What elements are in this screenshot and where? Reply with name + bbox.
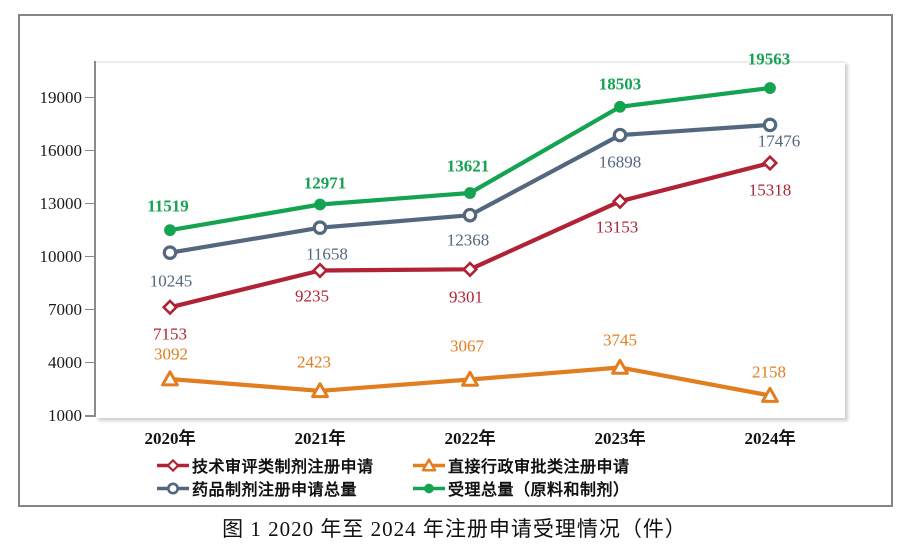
y-tick-mark bbox=[85, 415, 94, 417]
data-label: 15318 bbox=[748, 180, 792, 200]
y-tick-mark bbox=[85, 308, 94, 311]
data-label: 17476 bbox=[757, 131, 801, 151]
x-axis-label: 2024年 bbox=[744, 429, 796, 448]
legend-item: 技术审评类制剂注册申请 bbox=[156, 458, 412, 477]
series-受理总量（原料和制剂） bbox=[164, 82, 776, 237]
data-label: 7153 bbox=[153, 324, 187, 344]
data-label: 13621 bbox=[446, 156, 490, 176]
data-label: 19563 bbox=[747, 49, 791, 69]
legend-label: 技术审评类制剂注册申请 bbox=[192, 459, 374, 476]
legend-item: 受理总量（原料和制剂） bbox=[412, 481, 630, 500]
y-tick-mark bbox=[85, 255, 94, 258]
series-技术审评类制剂注册申请 bbox=[161, 154, 779, 316]
plot-area bbox=[95, 61, 845, 418]
y-tick-label: 16000 bbox=[39, 140, 83, 160]
y-tick-label: 7000 bbox=[48, 299, 82, 319]
line-chart bbox=[161, 82, 779, 403]
legend-item: 药品制剂注册申请总量 bbox=[156, 481, 412, 500]
data-label: 9235 bbox=[295, 286, 329, 305]
data-label: 18503 bbox=[598, 74, 642, 94]
y-tick-mark bbox=[85, 96, 94, 99]
x-axis-label: 2021年 bbox=[294, 429, 346, 448]
series-药品制剂注册申请总量 bbox=[162, 117, 778, 260]
legend-label: 直接行政审批类注册申请 bbox=[448, 459, 630, 476]
x-axis-label: 2020年 bbox=[144, 429, 196, 448]
legend-label: 药品制剂注册申请总量 bbox=[192, 482, 358, 499]
triangle-hollow-legend-icon bbox=[412, 457, 446, 479]
y-tick-label: 19000 bbox=[39, 87, 83, 107]
data-label: 3067 bbox=[450, 336, 484, 356]
y-tick-mark bbox=[85, 149, 94, 152]
legend-item: 直接行政审批类注册申请 bbox=[412, 457, 630, 479]
y-tick-label: 1000 bbox=[48, 406, 82, 425]
data-label: 3745 bbox=[603, 330, 637, 349]
series-直接行政审批类注册申请 bbox=[161, 358, 779, 403]
legend: 技术审评类制剂注册申请 直接行政审批类注册申请药品制剂注册申请总量 受理总量（原料和… bbox=[156, 457, 630, 500]
data-label: 11658 bbox=[306, 244, 348, 264]
data-label: 12971 bbox=[303, 173, 347, 192]
y-tick-mark bbox=[85, 361, 94, 364]
data-label: 16898 bbox=[598, 152, 642, 172]
x-axis-label: 2023年 bbox=[594, 429, 646, 448]
figure-caption: 图 1 2020 年至 2024 年注册申请受理情况（件） bbox=[222, 517, 687, 541]
y-tick-label: 4000 bbox=[48, 352, 82, 372]
circle-filled-legend-icon bbox=[412, 480, 446, 502]
data-label: 2158 bbox=[752, 362, 786, 382]
data-label: 9301 bbox=[449, 287, 483, 307]
data-label: 13153 bbox=[595, 217, 639, 237]
diamond-hollow-legend-icon bbox=[156, 457, 190, 479]
circle-hollow-legend-icon bbox=[156, 480, 190, 502]
data-label: 3092 bbox=[154, 344, 188, 364]
data-label: 12368 bbox=[446, 230, 490, 250]
y-tick-mark bbox=[85, 202, 94, 205]
x-axis-label: 2022年 bbox=[444, 429, 496, 448]
data-label: 2423 bbox=[297, 352, 331, 372]
y-tick-label: 13000 bbox=[39, 193, 83, 213]
data-label: 10245 bbox=[149, 271, 193, 291]
data-label: 11519 bbox=[147, 196, 189, 216]
y-tick-label: 10000 bbox=[39, 246, 83, 266]
legend-label: 受理总量（原料和制剂） bbox=[448, 482, 630, 499]
y-axis-line bbox=[94, 61, 96, 417]
